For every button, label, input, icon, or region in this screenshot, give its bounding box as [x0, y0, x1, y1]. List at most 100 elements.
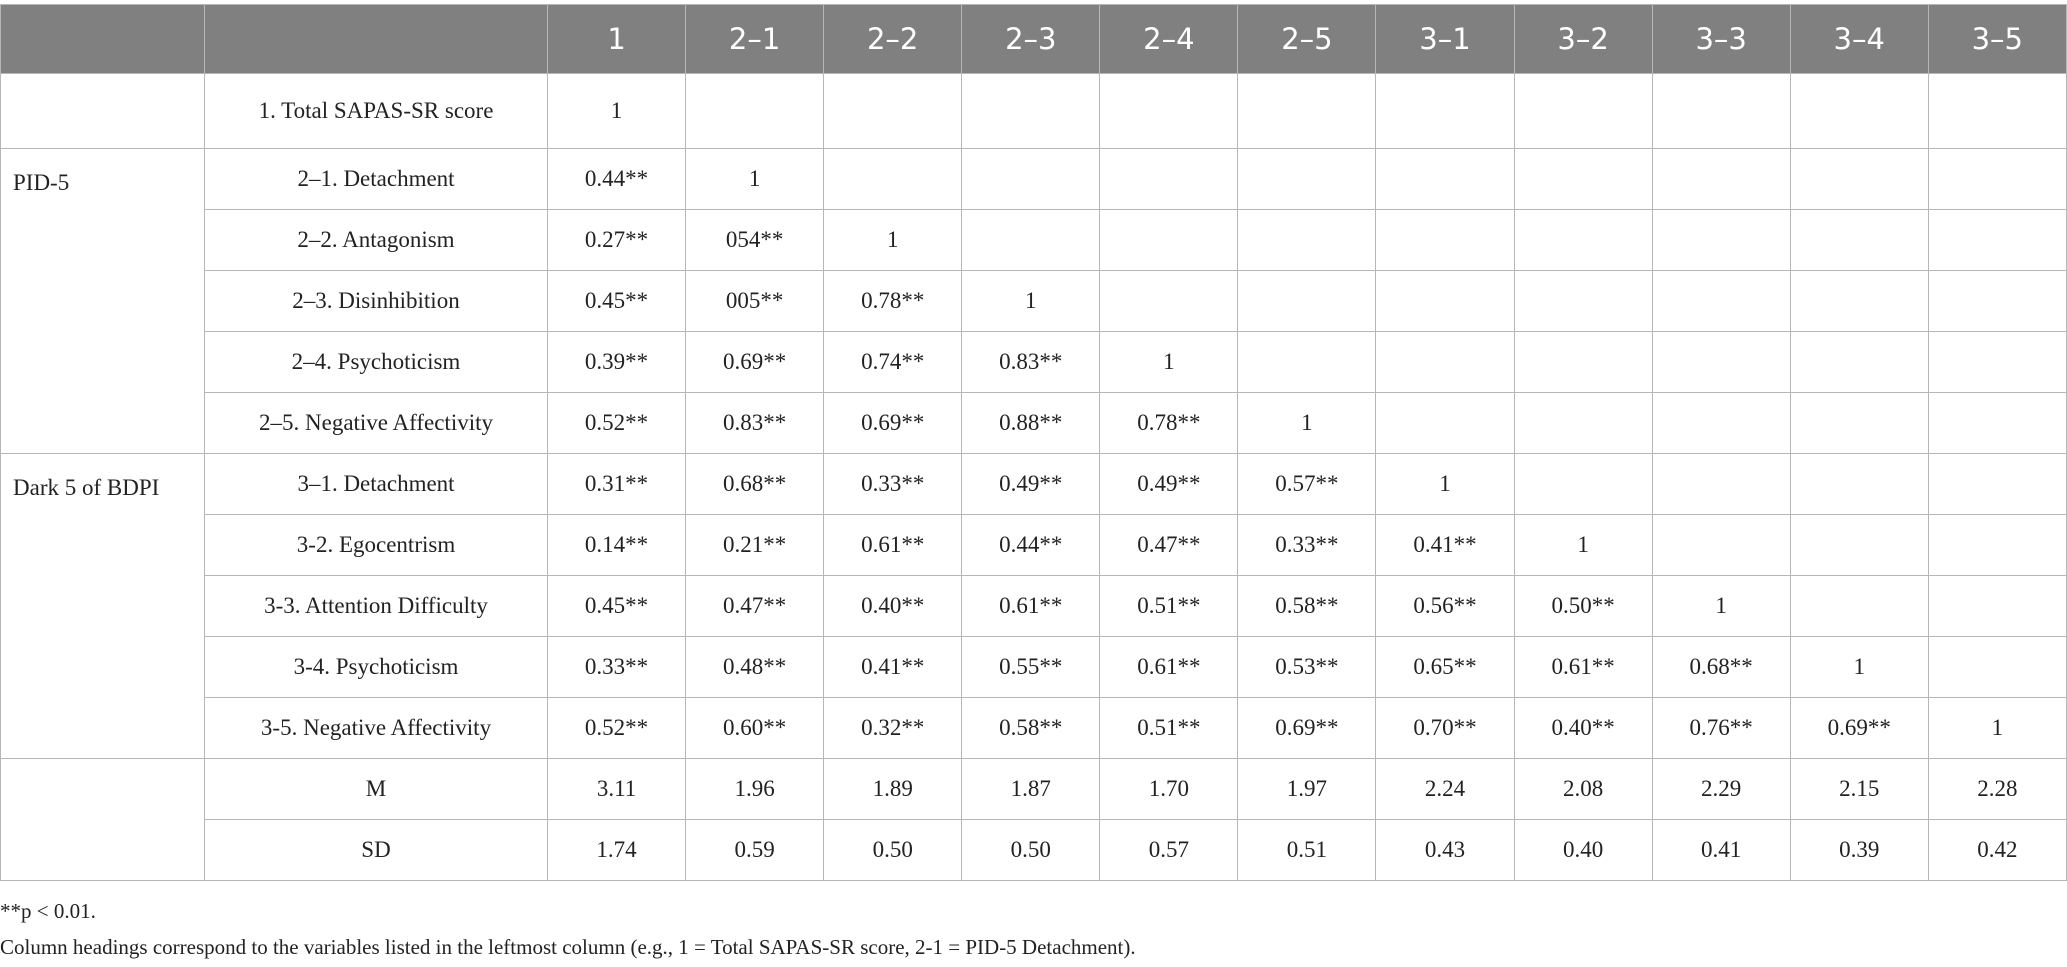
value-cell: 0.58** [961, 697, 1101, 759]
empty-cell [1651, 514, 1791, 576]
value-cell: 0.61** [961, 575, 1101, 637]
table-row: 3-4. Psychoticism 0.33** 0.48** 0.41** 0.55*… [1, 636, 2067, 698]
column-heading: 2–1 [685, 4, 825, 74]
empty-cell [1237, 209, 1377, 271]
column-heading: 3–1 [1375, 4, 1515, 74]
empty-cell [1789, 575, 1929, 637]
value-cell: 0.42 [1927, 819, 2067, 881]
table-row: M 3.11 1.96 1.89 1.87 1.70 1.97 2.24 2.08 2.29 2.1… [0, 758, 2067, 881]
empty-cell [1651, 148, 1791, 210]
value-cell: 1.89 [823, 758, 963, 820]
column-heading: 3–4 [1789, 4, 1929, 74]
value-cell: 1 [1375, 453, 1515, 515]
value-cell: 0.33** [823, 453, 963, 515]
header-cell [204, 4, 548, 74]
value-cell: 0.39 [1789, 819, 1929, 881]
empty-cell [1513, 209, 1653, 271]
row-label: 3-3. Attention Difficulty [204, 575, 548, 637]
value-cell: 0.44** [961, 514, 1101, 576]
value-cell: 0.32** [823, 697, 963, 759]
empty-cell [1513, 392, 1653, 454]
table-row: 3-2. Egocentrism 0.14** 0.21** 0.61** 0.44**… [1, 514, 2067, 576]
value-cell: 0.48** [685, 636, 825, 698]
value-cell: 0.43 [1375, 819, 1515, 881]
footnote: Column headings correspond to the variab… [0, 935, 1136, 959]
group-label [0, 73, 205, 149]
column-heading: 1 [546, 4, 687, 74]
empty-cell [1237, 148, 1377, 210]
table-row: 2–4. Psychoticism 0.39** 0.69** 0.74** 0.83*… [1, 331, 2067, 393]
empty-cell [1651, 453, 1791, 515]
value-cell: 0.49** [1099, 453, 1239, 515]
value-cell: 0.78** [1099, 392, 1239, 454]
group-label: PID-5 [0, 148, 205, 454]
footnotes: **p < 0.01. Column headings correspond to… [0, 893, 1136, 965]
value-cell: 0.45** [546, 270, 687, 332]
empty-cell [1927, 636, 2067, 698]
empty-cell [961, 148, 1101, 210]
row-label: 3–1. Detachment [204, 453, 548, 515]
row-label: 2–4. Psychoticism [204, 331, 548, 393]
value-cell: 0.50** [1513, 575, 1653, 637]
row-label: 3-5. Negative Affectivity [204, 697, 548, 759]
value-cell: 0.69** [1789, 697, 1929, 759]
value-cell: 0.49** [961, 453, 1101, 515]
row-label: 2–1. Detachment [204, 148, 548, 210]
empty-cell [1927, 148, 2067, 210]
value-cell: 0.74** [823, 331, 963, 393]
empty-cell [1651, 209, 1791, 271]
value-cell: 0.27** [546, 209, 687, 271]
empty-cell [1513, 73, 1653, 149]
table-row: Dark 5 of BDPI 3–1. Detachment 0.31** 0.68*… [0, 453, 2067, 759]
value-cell: 0.50 [823, 819, 963, 881]
value-cell: 0.57** [1237, 453, 1377, 515]
value-cell: 0.21** [685, 514, 825, 576]
empty-cell [1375, 270, 1515, 332]
header-row: 1 2–1 2–2 2–3 2–4 2–5 3–1 3–2 3–3 3–4 3–5 [0, 4, 2067, 74]
value-cell: 0.58** [1237, 575, 1377, 637]
value-cell: 0.14** [546, 514, 687, 576]
value-cell: 0.78** [823, 270, 963, 332]
value-cell: 1 [961, 270, 1101, 332]
value-cell: 0.51** [1099, 575, 1239, 637]
value-cell: 0.47** [685, 575, 825, 637]
value-cell: 2.08 [1513, 758, 1653, 820]
group-label [0, 758, 205, 881]
empty-cell [1513, 148, 1653, 210]
empty-cell [1237, 270, 1377, 332]
group-label: Dark 5 of BDPI [0, 453, 205, 759]
column-heading: 3–5 [1927, 4, 2067, 74]
value-cell: 0.41** [823, 636, 963, 698]
value-cell: 1 [1099, 331, 1239, 393]
value-cell: 0.69** [1237, 697, 1377, 759]
value-cell: 0.39** [546, 331, 687, 393]
empty-cell [1789, 453, 1929, 515]
empty-cell [1789, 209, 1929, 271]
row-label: 3-2. Egocentrism [204, 514, 548, 576]
empty-cell [1099, 148, 1239, 210]
table-row: 2–5. Negative Affectivity 0.52** 0.83** 0.6… [1, 392, 2067, 454]
empty-cell [1375, 148, 1515, 210]
empty-cell [1927, 209, 2067, 271]
value-cell: 0.61** [1099, 636, 1239, 698]
empty-cell [1237, 73, 1377, 149]
value-cell: 1 [1789, 636, 1929, 698]
empty-cell [1789, 392, 1929, 454]
value-cell: 0.83** [685, 392, 825, 454]
empty-cell [1789, 148, 1929, 210]
column-heading: 2–3 [961, 4, 1101, 74]
column-heading: 2–2 [823, 4, 963, 74]
column-heading: 2–4 [1099, 4, 1239, 74]
value-cell: 0.88** [961, 392, 1101, 454]
empty-cell [1375, 73, 1515, 149]
value-cell: 1.70 [1099, 758, 1239, 820]
row-label: 2–2. Antagonism [204, 209, 548, 271]
value-cell: 3.11 [546, 758, 687, 820]
empty-cell [685, 73, 825, 149]
empty-cell [1513, 331, 1653, 393]
empty-cell [1651, 73, 1791, 149]
empty-cell [1651, 392, 1791, 454]
empty-cell [1789, 514, 1929, 576]
value-cell: 0.33** [1237, 514, 1377, 576]
header-cell [0, 4, 205, 74]
